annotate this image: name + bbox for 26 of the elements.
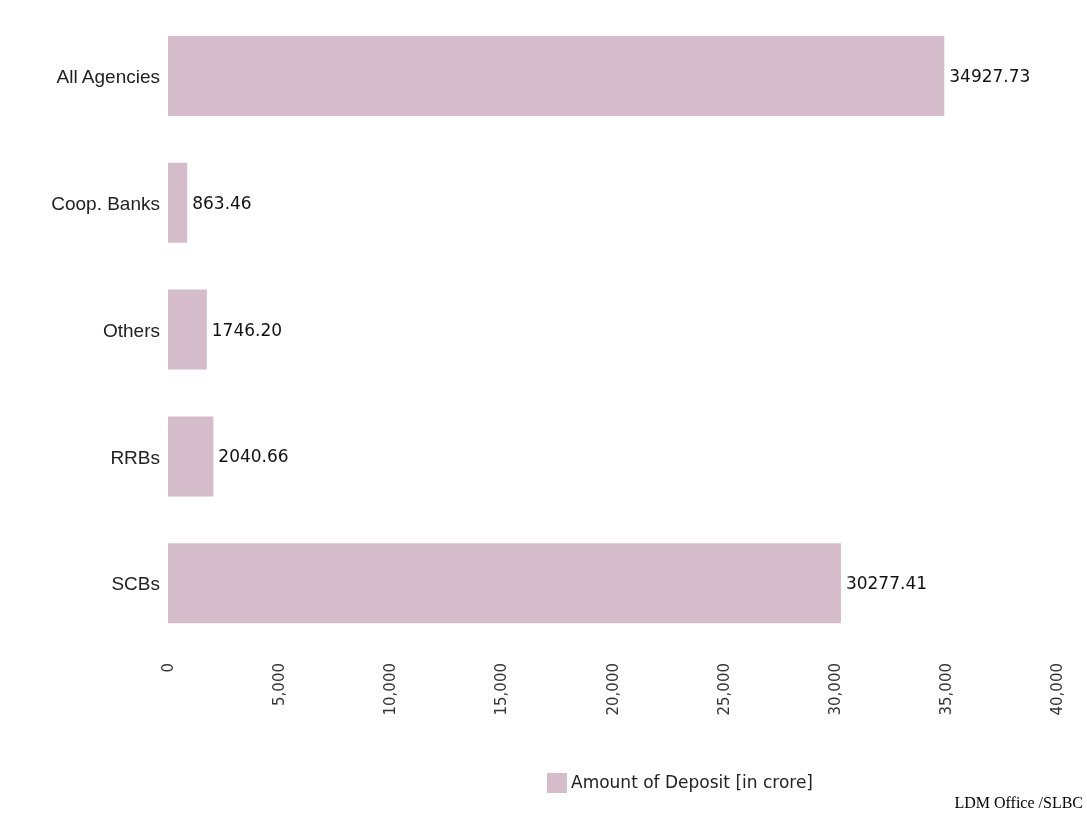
bar (168, 416, 214, 497)
legend-label: Amount of Deposit [in crore] (571, 772, 813, 792)
y-tick-label: All Agencies (56, 66, 160, 88)
x-tick-label: 25,000 (714, 663, 733, 716)
y-tick-label: Others (102, 319, 160, 341)
y-tick-label: RRBs (110, 446, 160, 468)
data-label: 863.46 (192, 192, 252, 213)
data-label: 34927.73 (949, 66, 1031, 87)
x-tick-label: 5,000 (270, 663, 289, 706)
data-label: 30277.41 (845, 573, 928, 594)
y-tick-label: Coop. Banks (51, 192, 160, 214)
x-tick-label: 40,000 (1048, 663, 1066, 716)
x-tick-label: 15,000 (492, 663, 511, 716)
y-tick-label: SCBs (111, 573, 160, 595)
x-tick-label: 10,000 (381, 663, 400, 716)
x-tick-label: 30,000 (825, 663, 844, 716)
bar (168, 289, 207, 370)
x-tick-label: 35,000 (936, 663, 955, 716)
bar (168, 36, 945, 116)
x-tick-label: 0 (159, 663, 177, 673)
bar (168, 162, 188, 243)
data-label: 2040.66 (218, 446, 289, 467)
bar (168, 543, 841, 624)
x-tick-label: 20,000 (603, 663, 622, 716)
text: LDM Office /SLBC (953, 794, 1083, 812)
data-label: 1746.20 (211, 319, 283, 340)
